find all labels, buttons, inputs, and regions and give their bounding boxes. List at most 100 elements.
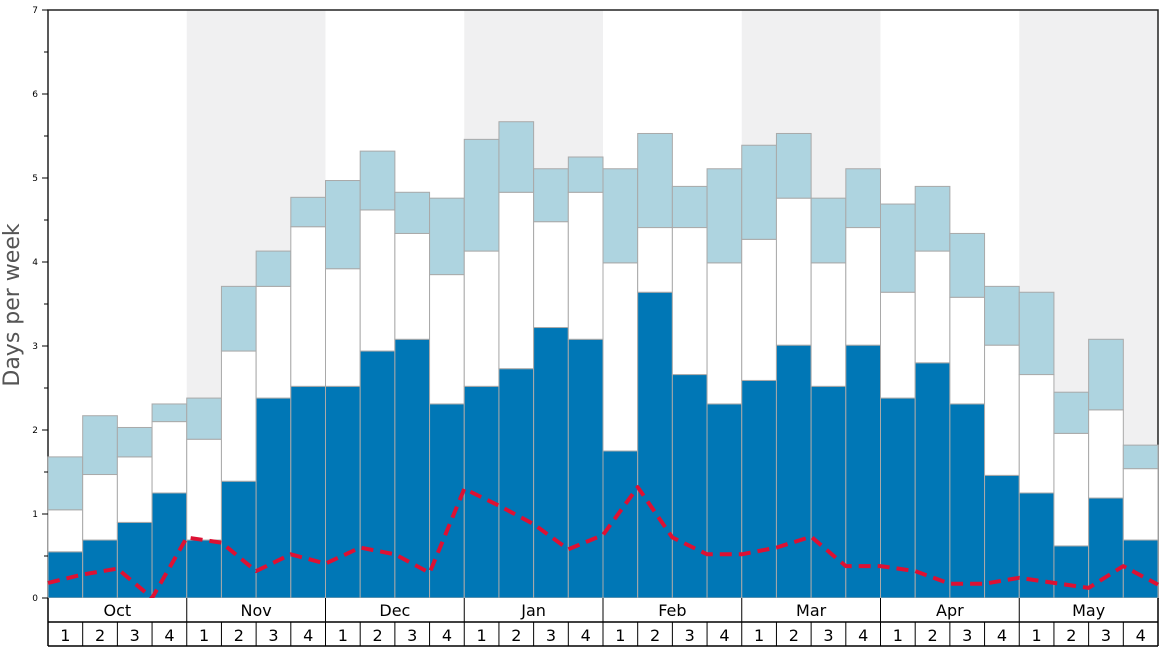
bar-segment bbox=[567, 338, 604, 599]
bar-segment bbox=[116, 521, 153, 599]
x-axis: Oct Nov Dec Jan Feb Mar Apr May 1 2 3 4 1 2 3 4 1 2 3 4 1 2 3 4… bbox=[47, 598, 1159, 647]
week-label: 4 bbox=[303, 626, 313, 645]
month-label: Nov bbox=[241, 601, 272, 620]
bar-segment bbox=[498, 368, 535, 599]
week-label: 1 bbox=[1032, 626, 1042, 645]
bar-segment bbox=[741, 144, 777, 240]
week-label: 3 bbox=[407, 626, 417, 645]
bar-segment bbox=[1088, 497, 1124, 599]
bar-segment bbox=[290, 196, 326, 228]
bar-segment bbox=[1018, 374, 1055, 494]
bar-segment bbox=[1053, 432, 1090, 547]
bar-segment bbox=[359, 350, 396, 599]
bar-segment bbox=[914, 362, 951, 599]
bar-segment bbox=[116, 426, 153, 458]
bar-segment bbox=[602, 168, 639, 264]
week-label: 3 bbox=[962, 626, 972, 645]
bar-segment bbox=[706, 403, 743, 599]
week-label: 3 bbox=[823, 626, 833, 645]
bar-segment bbox=[255, 285, 292, 399]
week-label: 2 bbox=[95, 626, 105, 645]
bar-segment bbox=[290, 226, 326, 387]
bar-segment bbox=[671, 374, 708, 599]
week-label: 4 bbox=[719, 626, 729, 645]
bar-segment bbox=[637, 291, 673, 599]
month-label: Mar bbox=[796, 601, 827, 620]
bar-segment bbox=[914, 250, 951, 364]
bar-segment bbox=[741, 238, 777, 381]
week-label: 2 bbox=[234, 626, 244, 645]
week-label: 4 bbox=[1136, 626, 1146, 645]
bar-segment bbox=[498, 121, 535, 193]
bar-segment bbox=[533, 168, 569, 223]
bar-segment bbox=[533, 221, 569, 329]
week-label: 1 bbox=[893, 626, 903, 645]
bar-segment bbox=[845, 227, 881, 346]
week-label: 3 bbox=[268, 626, 278, 645]
bar-segment bbox=[359, 150, 396, 211]
y-tick-label: 4 bbox=[32, 258, 38, 268]
week-label: 4 bbox=[442, 626, 452, 645]
bar-segment bbox=[567, 156, 604, 193]
dashed-line-layer bbox=[47, 485, 1159, 600]
bar-segment bbox=[1122, 468, 1159, 541]
week-label: 2 bbox=[927, 626, 937, 645]
y-tick-label: 1 bbox=[32, 510, 38, 520]
bar-segment bbox=[637, 227, 673, 293]
week-label: 1 bbox=[615, 626, 625, 645]
bar-segment bbox=[186, 397, 222, 440]
bar-segment bbox=[82, 474, 118, 541]
bar-segment bbox=[1053, 545, 1090, 599]
bar-segment bbox=[151, 403, 188, 423]
month-label: Apr bbox=[936, 601, 964, 620]
bar-segment bbox=[637, 132, 673, 229]
bar-segment bbox=[706, 168, 743, 264]
bar-segment bbox=[949, 403, 986, 599]
bar-segment bbox=[1122, 539, 1159, 599]
y-tick-label: 3 bbox=[32, 342, 38, 352]
bar-segment bbox=[290, 385, 326, 599]
week-label: 2 bbox=[372, 626, 382, 645]
week-label: 4 bbox=[164, 626, 174, 645]
dashed-series-line bbox=[47, 485, 1159, 600]
y-axis-title: Days per week bbox=[0, 223, 25, 386]
week-label: 1 bbox=[477, 626, 487, 645]
week-label: 1 bbox=[754, 626, 764, 645]
bar-segment bbox=[47, 509, 84, 553]
week-label: 2 bbox=[789, 626, 799, 645]
bar-segment bbox=[1053, 391, 1090, 434]
month-label: Dec bbox=[379, 601, 410, 620]
week-label: 1 bbox=[60, 626, 70, 645]
bar-segment bbox=[1018, 291, 1055, 376]
bar-segment bbox=[429, 197, 465, 276]
bar-segment bbox=[949, 232, 986, 298]
bar-segment bbox=[82, 415, 118, 476]
week-label: 2 bbox=[1066, 626, 1076, 645]
bar-segment bbox=[325, 385, 361, 599]
week-label: 3 bbox=[1101, 626, 1111, 645]
bar-segment bbox=[671, 185, 708, 229]
bar-segment bbox=[984, 285, 1020, 346]
bar-segment bbox=[463, 250, 500, 387]
bar-segment bbox=[845, 344, 881, 599]
bar-segment bbox=[186, 438, 222, 541]
bar-segment bbox=[775, 132, 812, 199]
bar-segment bbox=[220, 285, 257, 352]
bar-segment bbox=[186, 539, 222, 599]
bar-segment bbox=[880, 397, 916, 599]
week-label: 2 bbox=[511, 626, 521, 645]
y-tick-label: 6 bbox=[32, 90, 38, 100]
bar-segment bbox=[810, 262, 847, 387]
bar-segment bbox=[498, 191, 535, 370]
y-tick-label: 7 bbox=[32, 6, 38, 16]
bar-segment bbox=[325, 268, 361, 387]
bar-segment bbox=[775, 197, 812, 346]
bar-segment bbox=[463, 385, 500, 599]
bar-segment bbox=[880, 291, 916, 399]
bar-segment bbox=[429, 274, 465, 405]
month-label: May bbox=[1072, 601, 1105, 620]
week-label: 2 bbox=[650, 626, 660, 645]
bar-segment bbox=[810, 197, 847, 264]
bar-segment bbox=[116, 456, 153, 523]
